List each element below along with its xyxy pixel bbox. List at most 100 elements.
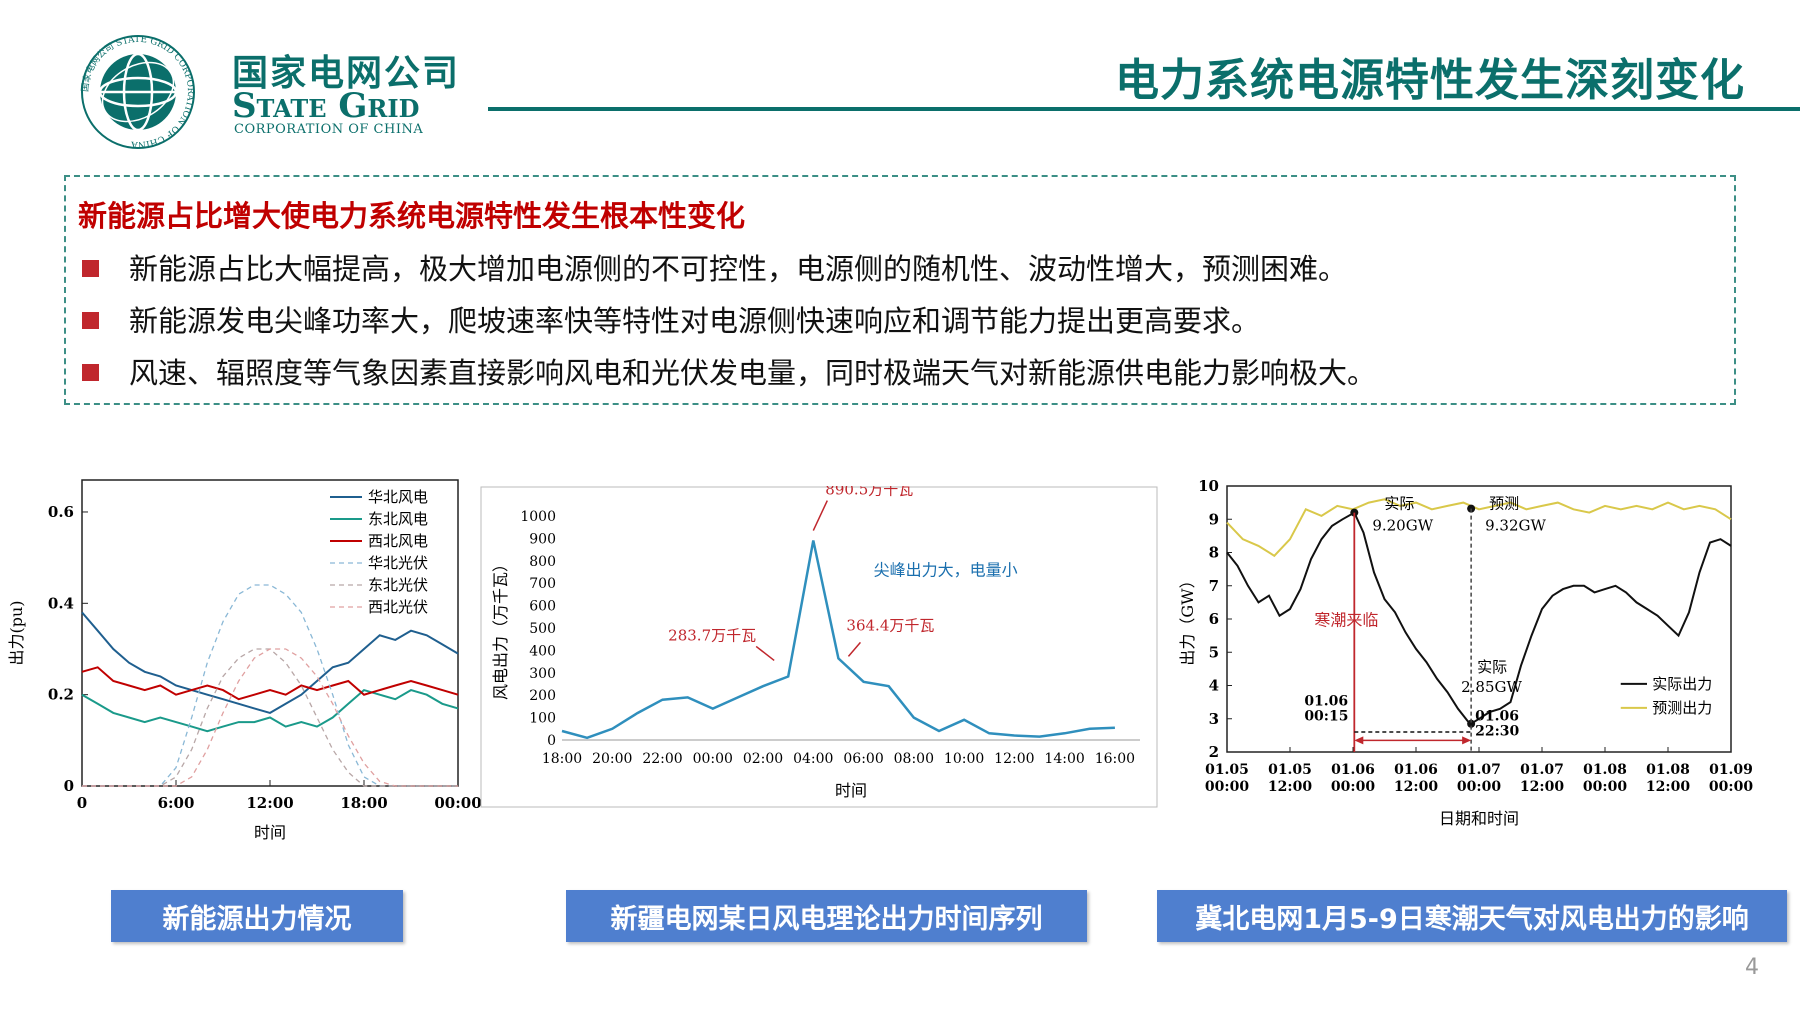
x-tick-label: 12:00 [1646, 779, 1690, 795]
y-tick-label: 100 [529, 711, 556, 727]
y-axis-label: 出力（GW） [1178, 572, 1197, 665]
y-tick-label: 0 [547, 733, 556, 749]
series-line [81, 666, 459, 701]
y-tick-label: 0.2 [48, 686, 74, 704]
x-tick-label: 00:00 [1331, 779, 1375, 795]
legend-label: 西北风电 [368, 532, 428, 550]
legend-label: 西北光伏 [368, 598, 428, 616]
y-tick-label: 2 [1209, 743, 1219, 761]
state-grid-logo: 国家电网公司 STATE GRID CORPORATION OF CHINA [80, 35, 195, 149]
annotation-label: 890.5万千瓦 [825, 486, 913, 499]
x-axis-label: 时间 [835, 781, 867, 800]
series-line [81, 688, 459, 733]
legend-label: 预测出力 [1652, 699, 1712, 717]
x-tick-label: 12:00 [1394, 779, 1438, 795]
y-tick-label: 200 [529, 688, 556, 704]
annotation-label: 01.06 [1304, 693, 1348, 709]
logo-subtext: CORPORATION OF CHINA [234, 122, 424, 137]
y-tick-label: 3 [1209, 710, 1219, 728]
arrow-head-icon [1462, 736, 1472, 745]
legend-label: 华北光伏 [368, 554, 428, 572]
y-tick-label: 5 [1209, 643, 1219, 661]
annotation-note: 尖峰出力大，电量小 [874, 560, 1018, 579]
square-bullet-icon [82, 259, 99, 277]
data-point-marker [1467, 719, 1476, 728]
bullet-text: 新能源占比大幅提高，极大增加电源侧的不可控性，电源侧的随机性、波动性增大，预测困… [129, 252, 1348, 286]
data-point-marker [1467, 504, 1476, 513]
bullet-item: 风速、辐照度等气象因素直接影响风电和光伏发电量，同时极端天气对新能源供电能力影响… [82, 350, 1376, 392]
bullet-item: 新能源占比大幅提高，极大增加电源侧的不可控性，电源侧的随机性、波动性增大，预测困… [82, 246, 1347, 288]
x-tick-label: 08:00 [894, 751, 934, 767]
annotation-arrow [755, 645, 775, 662]
chart-renewable-output: 0 0.2 0.4 0.6 0 6:00 12:00 18:00 00:00 时间 出力(pu) 华北… [7, 479, 482, 842]
summary-box [64, 175, 1736, 405]
summary-heading: 新能源占比增大使电力系统电源特性发生根本性变化 [78, 199, 746, 233]
logo-text-en: State Grid [232, 86, 420, 126]
x-tick-label: 00:00 [693, 751, 733, 767]
x-tick-label: 01.07 [1520, 762, 1564, 778]
y-tick-label: 900 [529, 531, 556, 547]
title-divider [488, 107, 1800, 111]
chart-xinjiang-wind-series: 0 100 200 300 400 500 600 700 800 900 1000 18:00 20:… [480, 486, 1158, 808]
x-tick-label: 12:00 [1268, 779, 1312, 795]
series-line [82, 648, 458, 787]
y-axis-label: 出力(pu) [7, 600, 26, 665]
chart-jibei-cold-wave: 234567891001.0500:0001.0512:0001.0600:00… [1178, 477, 1753, 828]
legend-label: 东北光伏 [368, 576, 428, 594]
annotation-arrow [847, 641, 862, 657]
x-tick-label: 01.09 [1709, 762, 1753, 778]
legend-label: 华北风电 [368, 488, 428, 506]
x-tick-label: 01.07 [1457, 762, 1501, 778]
y-tick-label: 0.4 [48, 594, 74, 612]
series-line [1226, 498, 1732, 558]
y-tick-label: 0 [64, 777, 74, 795]
series-line [82, 584, 458, 787]
data-point-marker [1350, 508, 1359, 517]
annotation-label: 00:15 [1304, 708, 1348, 724]
annotation-label: 2.85GW [1461, 678, 1522, 696]
bullet-text: 风速、辐照度等气象因素直接影响风电和光伏发电量，同时极端天气对新能源供电能力影响… [129, 356, 1377, 390]
bullet-item: 新能源发电尖峰功率大，爬坡速率快等特性对电源侧快速响应和调节能力提出更高要求。 [82, 298, 1260, 340]
annotation-label: 9.20GW [1372, 517, 1433, 535]
bullet-text: 新能源发电尖峰功率大，爬坡速率快等特性对电源侧快速响应和调节能力提出更高要求。 [129, 304, 1261, 338]
x-tick-label: 22:00 [642, 751, 682, 767]
annotation-label: 22:30 [1475, 723, 1519, 739]
x-tick-label: 16:00 [1095, 751, 1135, 767]
y-tick-label: 0.6 [48, 503, 74, 521]
x-tick-label: 18:00 [542, 751, 582, 767]
y-tick-label: 1000 [520, 509, 556, 525]
logo-text-cn: 国家电网公司 [232, 53, 461, 94]
annotation-label: 364.4万千瓦 [846, 616, 934, 634]
square-bullet-icon [82, 311, 99, 329]
series-line [81, 611, 459, 714]
series-line [561, 540, 1115, 740]
x-tick-label: 14:00 [1044, 751, 1084, 767]
y-tick-label: 500 [529, 621, 556, 637]
plot-frame [81, 479, 459, 787]
y-tick-label: 9 [1209, 510, 1219, 528]
x-axis-label: 日期和时间 [1439, 809, 1519, 828]
annotation-label: 9.32GW [1485, 517, 1546, 535]
x-tick-label: 12:00 [1520, 779, 1564, 795]
x-tick-label: 00:00 [1457, 779, 1501, 795]
arrow-head-icon [1354, 736, 1364, 745]
y-axis-label: 风电出力（万千瓦） [491, 556, 510, 700]
y-tick-label: 800 [529, 554, 556, 570]
x-tick-label: 00:00 [1583, 779, 1627, 795]
annotation-label: 实际 [1477, 658, 1507, 676]
y-tick-label: 400 [529, 643, 556, 659]
annotation-arrow [812, 500, 828, 531]
y-tick-label: 10 [1198, 477, 1219, 495]
series-line [1226, 511, 1732, 725]
x-tick-label: 01.08 [1583, 762, 1627, 778]
y-tick-label: 7 [1209, 577, 1219, 595]
x-tick-label: 01.08 [1646, 762, 1690, 778]
x-tick-label: 04:00 [793, 751, 833, 767]
x-tick-label: 00:00 [434, 794, 481, 812]
x-tick-label: 00:00 [1205, 779, 1249, 795]
x-tick-label: 01.06 [1394, 762, 1438, 778]
x-tick-label: 00:00 [1709, 779, 1753, 795]
x-tick-label: 18:00 [340, 794, 387, 812]
x-tick-label: 12:00 [246, 794, 293, 812]
annotation-label: 寒潮来临 [1314, 611, 1378, 630]
